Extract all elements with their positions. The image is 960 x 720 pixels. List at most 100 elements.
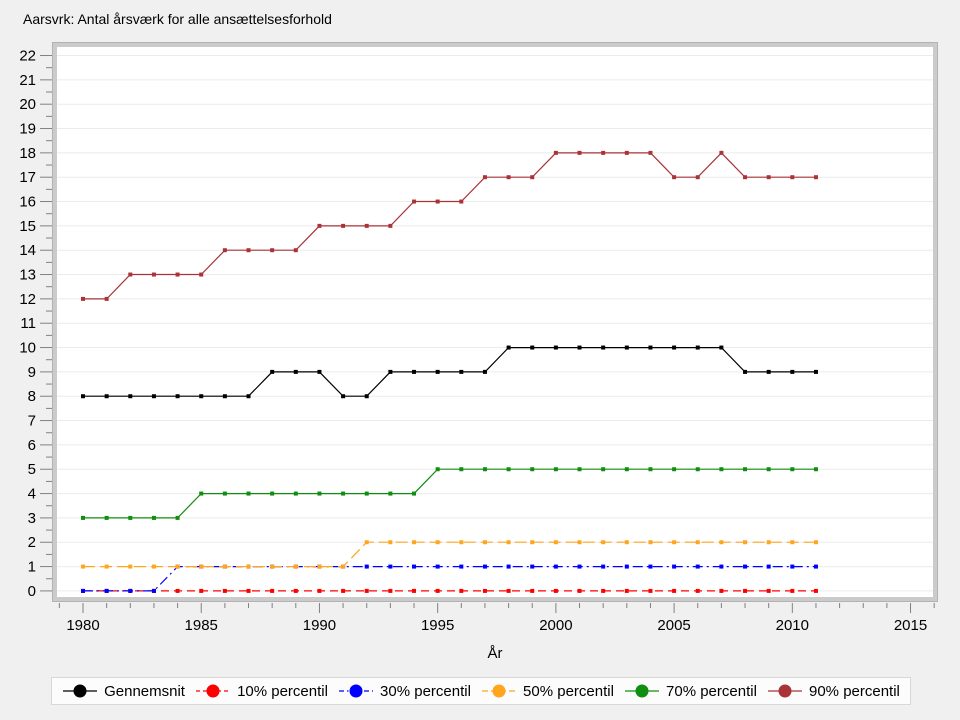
legend-item-gennemsnit: Gennemsnit: [62, 683, 185, 700]
data-point-marker: [341, 394, 346, 399]
data-point-marker: [435, 369, 440, 374]
y-tick-label: 3: [28, 510, 36, 527]
data-point-marker: [81, 515, 86, 520]
legend-label: 90% percentil: [809, 682, 900, 700]
data-point-marker: [648, 564, 653, 569]
data-point-marker: [459, 199, 464, 204]
data-point-marker: [601, 588, 606, 593]
y-tick-label: 5: [28, 461, 36, 478]
data-point-marker: [364, 223, 369, 228]
data-point-marker: [624, 345, 629, 350]
chart-title: Aarsvrk: Antal årsværk for alle ansættel…: [23, 11, 332, 27]
data-point-marker: [435, 467, 440, 472]
data-point-marker: [743, 564, 748, 569]
legend-label: 10% percentil: [237, 682, 328, 700]
data-point-marker: [175, 588, 180, 593]
data-point-marker: [553, 588, 558, 593]
data-point-marker: [790, 175, 795, 180]
data-point-marker: [553, 564, 558, 569]
data-point-marker: [459, 467, 464, 472]
series-line-50-percentil: [83, 541, 816, 568]
data-point-marker: [412, 199, 417, 204]
data-point-marker: [506, 540, 511, 545]
legend-item-90-percentil: 90% percentil: [767, 683, 900, 700]
x-tick-label: 1985: [185, 617, 218, 634]
legend-label: 70% percentil: [666, 682, 757, 700]
data-point-marker: [104, 296, 109, 301]
y-tick-label: 12: [19, 291, 36, 308]
data-point-marker: [128, 394, 133, 399]
data-point-marker: [482, 540, 487, 545]
data-point-marker: [790, 467, 795, 472]
y-tick-label: 19: [19, 121, 36, 138]
data-point-marker: [624, 564, 629, 569]
data-point-marker: [813, 588, 818, 593]
data-point-marker: [175, 515, 180, 520]
data-point-marker: [317, 564, 322, 569]
legend-label: Gennemsnit: [104, 682, 185, 700]
data-point-marker: [743, 467, 748, 472]
data-point-marker: [743, 588, 748, 593]
data-point-marker: [412, 491, 417, 496]
data-point-marker: [151, 588, 156, 593]
data-point-marker: [246, 248, 251, 253]
data-point-marker: [341, 588, 346, 593]
y-tick-label: 1: [28, 559, 36, 576]
data-point-marker: [364, 491, 369, 496]
x-tick-label: 1990: [303, 617, 336, 634]
y-tick-label: 11: [20, 315, 36, 332]
data-point-marker: [412, 540, 417, 545]
data-point-marker: [482, 467, 487, 472]
data-point-marker: [601, 345, 606, 350]
data-point-marker: [695, 588, 700, 593]
data-point-marker: [293, 369, 298, 374]
y-tick-label: 14: [19, 242, 36, 259]
data-point-marker: [222, 564, 227, 569]
data-point-marker: [790, 369, 795, 374]
data-point-marker: [766, 369, 771, 374]
data-point-marker: [317, 491, 322, 496]
data-point-marker: [435, 199, 440, 204]
data-point-marker: [459, 369, 464, 374]
legend-marker-icon: [339, 684, 374, 698]
data-point-marker: [104, 564, 109, 569]
data-point-marker: [766, 588, 771, 593]
data-point-marker: [601, 467, 606, 472]
data-point-marker: [790, 588, 795, 593]
data-point-marker: [388, 588, 393, 593]
data-point-marker: [246, 564, 251, 569]
data-point-marker: [813, 564, 818, 569]
data-point-marker: [151, 515, 156, 520]
y-tick-label: 20: [19, 96, 36, 113]
data-point-marker: [624, 540, 629, 545]
legend-item-50-percentil: 50% percentil: [481, 683, 614, 700]
data-point-marker: [364, 564, 369, 569]
data-point-marker: [577, 588, 582, 593]
data-point-marker: [317, 588, 322, 593]
legend-marker-icon: [768, 684, 802, 698]
data-point-marker: [530, 467, 535, 472]
data-point-marker: [695, 467, 700, 472]
data-point-marker: [672, 467, 677, 472]
data-point-marker: [388, 491, 393, 496]
series-markers-70-percentil: [81, 467, 818, 520]
y-tick-label: 6: [28, 437, 36, 454]
data-point-marker: [506, 564, 511, 569]
plot-frame: [53, 43, 937, 601]
series-line-30-percentil: [83, 565, 816, 592]
data-point-marker: [553, 467, 558, 472]
plot-area: [57, 47, 933, 597]
data-point-marker: [672, 540, 677, 545]
data-point-marker: [388, 369, 393, 374]
data-point-marker: [388, 564, 393, 569]
data-point-marker: [81, 588, 86, 593]
y-tick-label: 18: [19, 145, 36, 162]
legend-marker-icon: [196, 684, 231, 698]
data-point-marker: [435, 540, 440, 545]
data-point-marker: [624, 588, 629, 593]
data-point-marker: [293, 248, 298, 253]
data-point-marker: [482, 588, 487, 593]
data-point-marker: [459, 588, 464, 593]
data-point-marker: [672, 345, 677, 350]
data-point-marker: [672, 564, 677, 569]
